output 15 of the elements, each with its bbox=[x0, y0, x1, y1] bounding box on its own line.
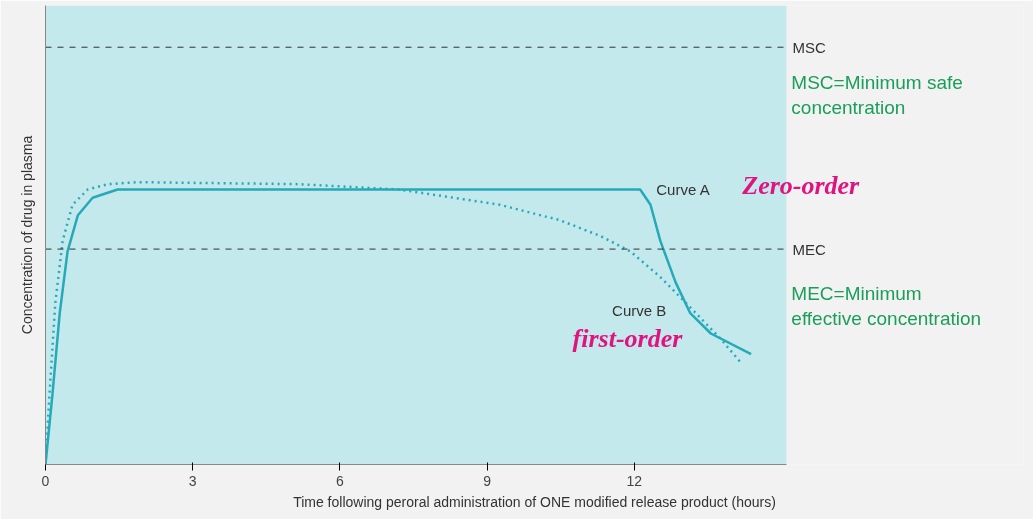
text: MSC=Minimum safe concentration bbox=[791, 71, 963, 118]
y-axis-title: Concentration of drug in plasma bbox=[18, 135, 35, 335]
annotation: Curve B bbox=[612, 302, 667, 320]
ref-line-label: MSC bbox=[792, 38, 826, 56]
annotation: Curve A bbox=[656, 181, 710, 199]
annotation: Zero-order bbox=[741, 170, 861, 200]
text: MEC=Minimum effective concentration bbox=[791, 283, 982, 330]
x-axis-title: Time following peroral administration of ONE modified release product (hours) bbox=[293, 493, 776, 510]
x-tick-label: 3 bbox=[188, 472, 197, 489]
x-tick-label: 6 bbox=[336, 472, 345, 489]
annotation: first-order bbox=[572, 324, 684, 354]
x-tick-label: 0 bbox=[41, 472, 50, 489]
x-tick-label: 12 bbox=[626, 472, 643, 489]
x-tick-label: 9 bbox=[483, 472, 492, 489]
ref-line-label: MEC bbox=[792, 240, 826, 258]
